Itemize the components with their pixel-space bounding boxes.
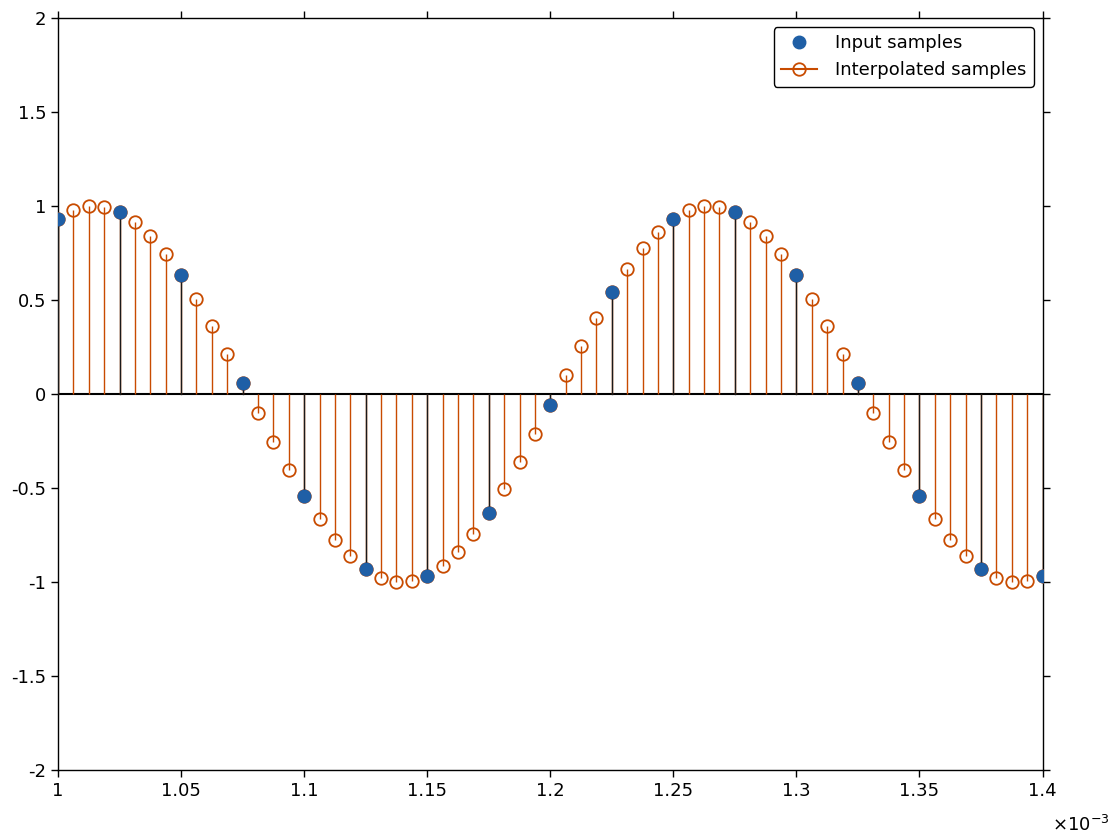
Legend: Input samples, Interpolated samples: Input samples, Interpolated samples [774, 27, 1034, 87]
Interpolated samples [575, 341, 588, 351]
Input samples [52, 214, 65, 224]
Input samples [851, 378, 865, 388]
Input samples [543, 400, 557, 410]
Text: $\times10^{-3}$: $\times10^{-3}$ [1053, 815, 1110, 835]
Interpolated samples [1005, 577, 1018, 587]
Interpolated samples [990, 573, 1004, 583]
Input samples [728, 207, 741, 218]
Interpolated samples [482, 508, 495, 518]
Input samples [974, 564, 988, 575]
Input samples [1036, 570, 1049, 580]
Input samples [913, 491, 926, 501]
Input samples [666, 214, 680, 224]
Input samples [790, 270, 803, 281]
Input samples [360, 564, 373, 575]
Input samples [605, 287, 618, 297]
Line: Interpolated samples: Interpolated samples [52, 200, 1048, 588]
Input samples [236, 378, 250, 388]
Line: Input samples: Input samples [52, 206, 1048, 582]
Interpolated samples [82, 202, 95, 212]
Input samples [175, 270, 188, 281]
Interpolated samples [298, 491, 311, 501]
Interpolated samples [360, 564, 373, 575]
Interpolated samples [52, 214, 65, 224]
Input samples [420, 570, 433, 580]
Input samples [113, 207, 127, 218]
Input samples [298, 491, 311, 501]
Interpolated samples [913, 491, 926, 501]
Interpolated samples [1036, 570, 1049, 580]
Input samples [482, 508, 495, 518]
